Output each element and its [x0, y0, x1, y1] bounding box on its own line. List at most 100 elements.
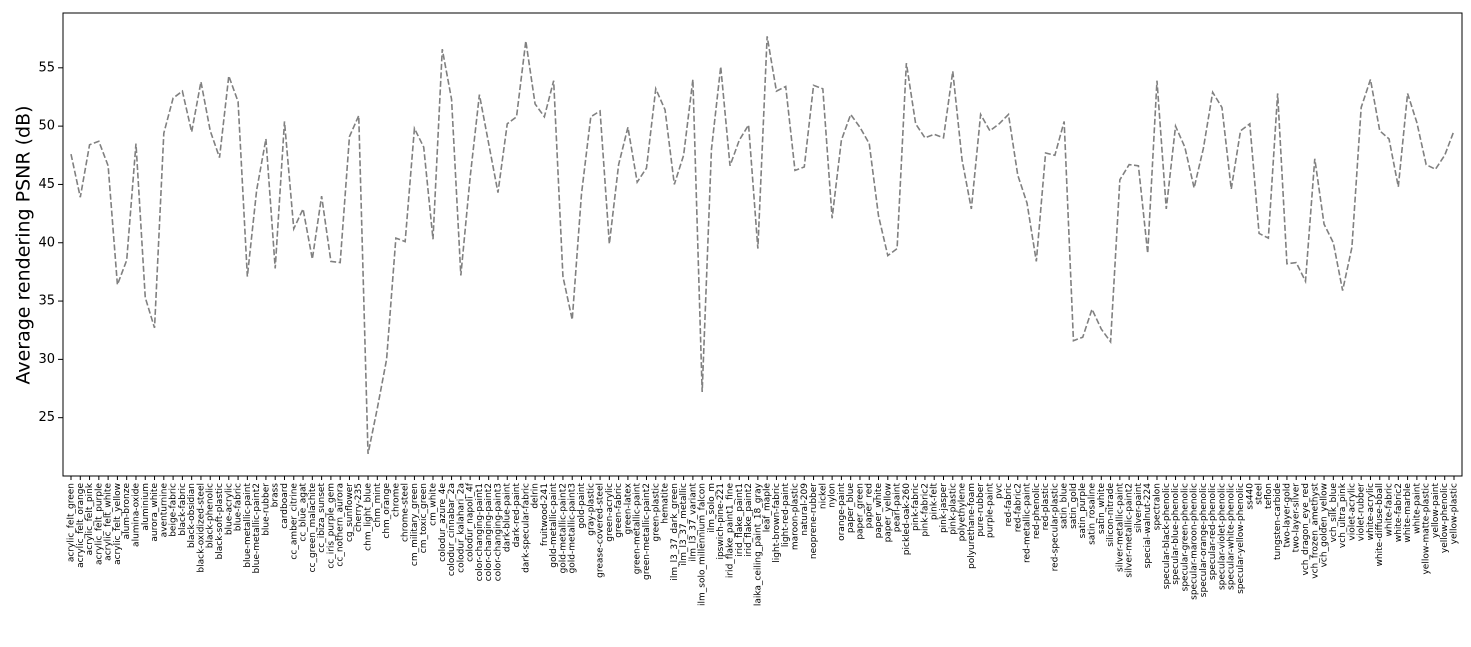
x-tick-label: acrylic_felt_green: [67, 483, 77, 562]
x-tick-label: cm_white: [428, 483, 438, 526]
x-tick-label: red-specular-plastic: [1050, 483, 1060, 571]
x-tick-label: acrylic_felt_yellow: [113, 483, 123, 565]
y-tick-label: 30: [38, 352, 55, 367]
x-tick-label: aventurnine: [159, 483, 169, 538]
x-tick-label: leaf_maple: [763, 483, 773, 533]
x-tick-label: black-fabric: [178, 483, 188, 536]
x-tick-label: paper_red: [865, 483, 875, 528]
x-tick-label: yellow-plastic: [1450, 483, 1460, 544]
x-tick-label: vch_frozen_amethyst: [1310, 483, 1320, 579]
x-tick-label: white-marble: [1403, 483, 1413, 543]
x-tick-label: black-obsidian: [187, 483, 197, 548]
x-tick-label: specular-orange-phenolic: [1199, 483, 1209, 597]
x-tick-label: vch_ultra_pink: [1338, 482, 1348, 548]
x-tick-label: blue-acrylic: [224, 483, 234, 535]
x-tick-label: cc_blue_agat: [299, 483, 309, 542]
x-tick-label: chrome: [391, 483, 401, 517]
x-tick-label: cm_toxic_green: [419, 483, 429, 553]
x-tick-label: acrylic_felt_orange: [76, 483, 86, 568]
x-tick-label: silver-metallic-paint: [1115, 483, 1125, 572]
x-tick-label: teflon: [1264, 483, 1274, 509]
x-tick-label: pink-jasper: [939, 483, 949, 533]
x-tick-label: dark-specular-fabric: [521, 483, 531, 573]
x-tick-label: brass: [271, 483, 281, 508]
x-tick-label: black-oxidized-steel: [196, 483, 206, 573]
x-tick-label: ipswich-pine-221: [716, 483, 726, 560]
x-tick-label: white-acrylic: [1366, 483, 1376, 540]
x-tick-label: irid_flake_paint1: [735, 483, 745, 557]
plot-frame: [62, 12, 1463, 477]
x-tick-label: specular-green-phenolic: [1180, 483, 1190, 591]
x-tick-label: vch_golden_yellow: [1320, 483, 1330, 567]
x-tick-label: acrylic_felt_white: [104, 483, 114, 561]
x-tick-label: green-acrylic: [605, 483, 615, 542]
x-tick-label: light-brown-fabric: [772, 483, 782, 563]
x-tick-label: satin_blue: [1060, 483, 1070, 529]
x-tick-label: pearl-paint: [893, 483, 903, 533]
x-tick-label: aluminium: [141, 483, 151, 531]
x-tick-label: specular-black-phenolic: [1162, 483, 1172, 589]
x-tick-label: chm_light_blue: [364, 483, 374, 551]
x-tick-label: white-diffuse-bball: [1375, 483, 1385, 566]
x-tick-label: green-plastic: [651, 483, 661, 542]
x-tick-label: specular-violet-phenolic: [1217, 483, 1227, 590]
x-tick-label: satin_rosaline: [1088, 483, 1098, 545]
y-axis-label: Average rendering PSNR (dB): [13, 105, 35, 384]
line: [70, 36, 1455, 455]
y-tick-label: 55: [38, 60, 55, 75]
x-tick-label: alum-bronze: [122, 483, 132, 540]
x-tick-label: specular-white-phenolic: [1227, 483, 1237, 590]
x-tick-label: polyethylene: [958, 483, 968, 542]
x-tick-label: black-phenolic: [206, 483, 216, 548]
y-tick-label: 45: [38, 177, 55, 192]
x-tick-label: satin_purple: [1078, 483, 1088, 539]
x-tick-label: white-fabric: [1385, 483, 1395, 536]
x-tick-label: specular-maroon-phenolic: [1190, 483, 1200, 600]
x-tick-label: violet-rubber: [1357, 483, 1367, 542]
x-tick-label: black-soft-plastic: [215, 483, 225, 560]
y-tick-label: 40: [38, 235, 55, 250]
x-tick-label: paper_yellow: [883, 483, 893, 542]
x-tick-label: green-latex: [623, 482, 633, 534]
x-tick-label: blue-rubber: [261, 483, 271, 536]
x-tick-label: two-layer-gold: [1282, 483, 1292, 548]
x-tick-label: purple-paint: [985, 483, 995, 539]
x-tick-label: grease-covered-steel: [596, 483, 606, 578]
x-tick-label: pure-rubber: [976, 483, 986, 537]
x-tick-label: green-fabric: [614, 483, 624, 538]
x-tick-label: gray-plastic: [586, 483, 596, 536]
x-tick-label: silicon-nitrade: [1106, 483, 1116, 547]
x-tick-label: ilm_l3_37_metallic: [679, 483, 689, 566]
x-tick-label: orange-paint: [837, 483, 847, 541]
x-tick-label: green-metallic-paint: [633, 483, 643, 575]
x-tick-label: specular-red-phenolic: [1208, 483, 1218, 580]
x-tick-label: polyurethane-foam: [967, 483, 977, 569]
x-tick-label: ss440: [1245, 483, 1255, 510]
x-tick-label: satin_white: [1097, 483, 1107, 535]
x-tick-label: red-metallic-paint: [1023, 483, 1033, 563]
x-tick-label: maroon-plastic: [790, 483, 800, 550]
x-tick-label: silver-paint: [1134, 483, 1144, 533]
x-tick-label: color-changing-paint2: [484, 483, 494, 581]
x-tick-label: pvc: [995, 483, 1005, 499]
x-tick-label: delrin: [531, 483, 541, 509]
x-tick-label: irid_flake_paint2: [744, 483, 754, 557]
x-tick-label: violet-acrylic: [1347, 483, 1357, 541]
x-tick-label: fruitwood-241: [540, 483, 550, 546]
x-tick-label: cardboard: [280, 483, 290, 529]
x-tick-label: red-plastic: [1041, 483, 1051, 530]
x-tick-label: aurora_white: [150, 483, 160, 542]
x-tick-label: chm_orange: [382, 483, 392, 539]
x-tick-label: gold-paint: [577, 483, 587, 529]
x-tick-label: nylon: [828, 483, 838, 508]
x-tick-label: vch_dragon_eye_red: [1301, 483, 1311, 575]
x-tick-label: colodur_kalahari_2a: [456, 483, 466, 573]
x-tick-label: pink-fabric: [911, 483, 921, 531]
x-tick-label: natural-209: [800, 483, 810, 536]
x-tick-label: neoprene-rubber: [809, 483, 819, 559]
x-tick-label: tungsten-carbide: [1273, 483, 1283, 560]
x-tick-label: gold-metallic-paint: [549, 483, 559, 568]
x-tick-label: pickled-oak-260: [902, 483, 912, 555]
y-tick-label: 35: [38, 294, 55, 309]
